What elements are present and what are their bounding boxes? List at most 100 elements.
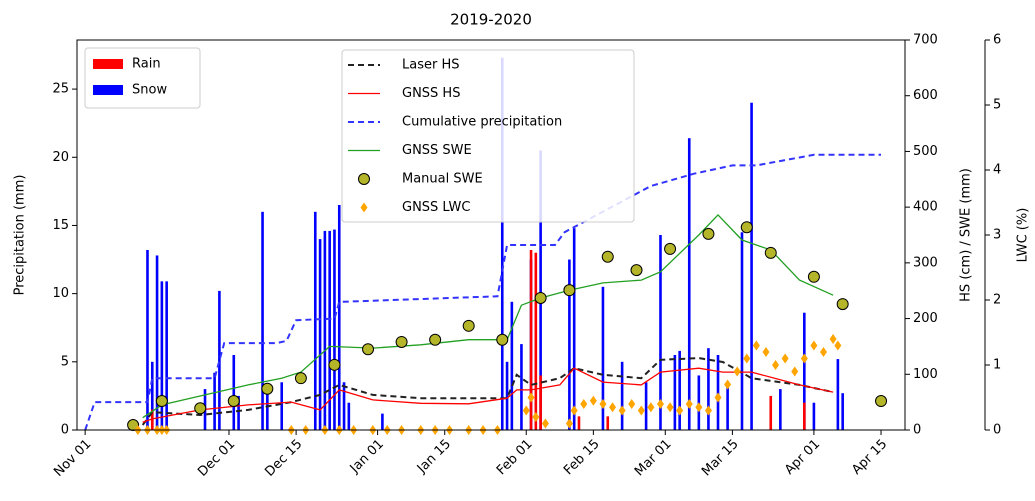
legend-label: Snow	[132, 83, 167, 98]
bar	[577, 416, 581, 430]
marker	[294, 372, 307, 385]
y3-axis-label: LWC (%)	[1016, 208, 1031, 263]
bar	[520, 344, 523, 430]
marker	[647, 402, 655, 413]
bar	[726, 382, 729, 430]
marker	[800, 353, 808, 364]
x-tick-label: Jan 01	[347, 437, 387, 477]
marker	[534, 291, 547, 304]
y3-tick-label: 6	[993, 33, 1001, 48]
bar	[505, 361, 509, 430]
legend-swatch	[93, 85, 123, 95]
x-tick-label: Feb 15	[561, 437, 603, 479]
bar	[333, 229, 336, 430]
bar	[146, 250, 149, 430]
marker	[724, 379, 732, 390]
marker	[155, 395, 168, 408]
y2-tick-label: 500	[913, 144, 938, 159]
y3-tick-label: 1	[993, 358, 1001, 373]
marker	[664, 242, 677, 255]
y2-tick-label: 600	[913, 88, 938, 103]
x-tick-label: Mar 01	[632, 437, 675, 480]
bar	[620, 361, 624, 430]
x-tick-label: Apr 15	[849, 437, 890, 478]
bar	[218, 290, 221, 430]
bar	[534, 252, 538, 430]
bar	[337, 205, 341, 430]
y2-tick-label: 100	[913, 367, 938, 382]
marker	[810, 340, 818, 351]
bar	[601, 286, 605, 430]
bar	[836, 359, 840, 430]
marker	[791, 366, 799, 377]
y2-tick-label: 700	[913, 33, 938, 48]
legend-swatch	[358, 173, 370, 185]
bar	[237, 395, 240, 430]
marker	[429, 333, 442, 346]
y-axis-label: Precipitation (mm)	[13, 175, 28, 296]
bar	[750, 102, 753, 431]
marker	[563, 284, 576, 297]
bar	[539, 150, 542, 431]
bar	[500, 57, 504, 431]
bar	[347, 402, 351, 430]
marker	[695, 402, 703, 413]
marker	[589, 395, 597, 406]
bar	[313, 211, 317, 430]
marker	[834, 340, 842, 351]
x-tick-label: Dec 01	[195, 437, 238, 480]
bar	[539, 375, 542, 430]
y-tick-label: 15	[52, 218, 69, 233]
marker	[261, 382, 274, 395]
marker	[740, 221, 753, 234]
marker	[194, 402, 207, 415]
bar	[342, 382, 346, 430]
legend: Rain Snow	[84, 47, 201, 109]
marker	[601, 250, 614, 263]
marker	[395, 335, 408, 348]
marker	[570, 405, 578, 416]
bar	[213, 372, 216, 430]
marker	[522, 405, 530, 416]
marker	[702, 227, 715, 240]
legend-label: Cumulative precipitation	[402, 115, 562, 130]
y2-tick-label: 0	[913, 423, 921, 438]
marker	[764, 246, 777, 259]
bar	[572, 228, 576, 430]
marker	[580, 399, 588, 409]
marker	[704, 405, 712, 416]
marker	[496, 333, 509, 346]
legend-swatch	[360, 202, 368, 213]
bar	[261, 211, 264, 430]
marker	[532, 412, 540, 422]
marker	[541, 418, 549, 429]
y2-tick-label: 400	[913, 200, 938, 215]
y3-tick-label: 2	[993, 293, 1001, 308]
bar	[678, 350, 681, 430]
bar	[160, 281, 164, 430]
legend-swatch	[93, 59, 123, 69]
y-tick-label: 25	[52, 82, 69, 97]
marker	[819, 347, 827, 357]
chart-title: 2019-2020	[450, 11, 532, 29]
marker	[227, 395, 240, 408]
line	[142, 367, 834, 423]
y-tick-label: 0	[61, 423, 69, 438]
bar	[150, 361, 154, 430]
legend-label: GNSS LWC	[402, 200, 470, 215]
x-tick-label: Mar 15	[699, 437, 742, 480]
x-tick-label: Jan 15	[414, 437, 454, 477]
legend-label: Rain	[132, 57, 161, 72]
bar	[155, 255, 159, 430]
bar	[568, 259, 571, 430]
marker	[362, 343, 375, 356]
bar	[510, 301, 514, 430]
marker	[829, 334, 837, 344]
line	[141, 357, 834, 426]
legend-label: Laser HS	[402, 58, 459, 73]
bar	[707, 348, 710, 430]
marker	[685, 399, 693, 409]
marker	[743, 353, 751, 364]
bar	[841, 393, 844, 430]
bar	[381, 413, 384, 430]
